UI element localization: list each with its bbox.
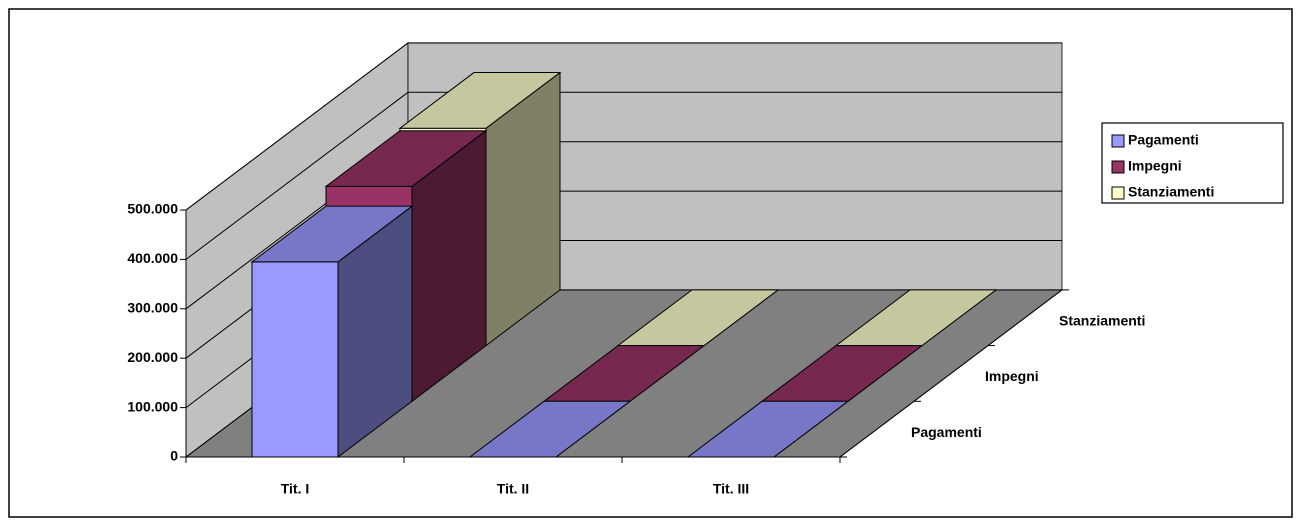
- bar: [250, 205, 414, 459]
- grid-line: [185, 42, 1062, 211]
- legend-label: Impegni: [1128, 158, 1182, 174]
- bar-front: [251, 261, 339, 458]
- legend-swatch: [1111, 186, 1125, 200]
- axes: 0 100.000 200.000 300.000 400.000 500.000 Tit.…: [127, 201, 1145, 497]
- bar-top: [324, 130, 488, 187]
- depth-axis: [839, 289, 1063, 458]
- legend: [1101, 122, 1284, 204]
- bar-top: [250, 205, 414, 263]
- y-tick-label: 0: [170, 448, 178, 464]
- x-tick-label: Tit. I: [281, 481, 310, 497]
- x-tick-label: Tit. II: [497, 481, 529, 497]
- y-tick-label: 100.000: [127, 398, 178, 414]
- y-tick-label: 300.000: [127, 300, 178, 316]
- y-tick-label: 500.000: [127, 201, 178, 217]
- depth-label: Impegni: [985, 368, 1039, 384]
- legend-label: Stanziamenti: [1128, 184, 1214, 200]
- x-tick-label: Tit. III: [713, 481, 749, 497]
- depth-label: Pagamenti: [911, 424, 982, 440]
- legend-swatch: [1111, 160, 1125, 174]
- legend-label: Pagamenti: [1128, 132, 1199, 148]
- bars: [250, 71, 998, 459]
- legend-items: Pagamenti Impegni Stanziamenti: [1111, 132, 1214, 200]
- bar-top: [398, 72, 562, 129]
- depth-label: Stanziamenti: [1059, 312, 1145, 328]
- y-tick-label: 400.000: [127, 250, 178, 266]
- legend-swatch: [1111, 134, 1125, 148]
- y-tick-label: 200.000: [127, 349, 178, 365]
- grid-line: [185, 91, 1062, 260]
